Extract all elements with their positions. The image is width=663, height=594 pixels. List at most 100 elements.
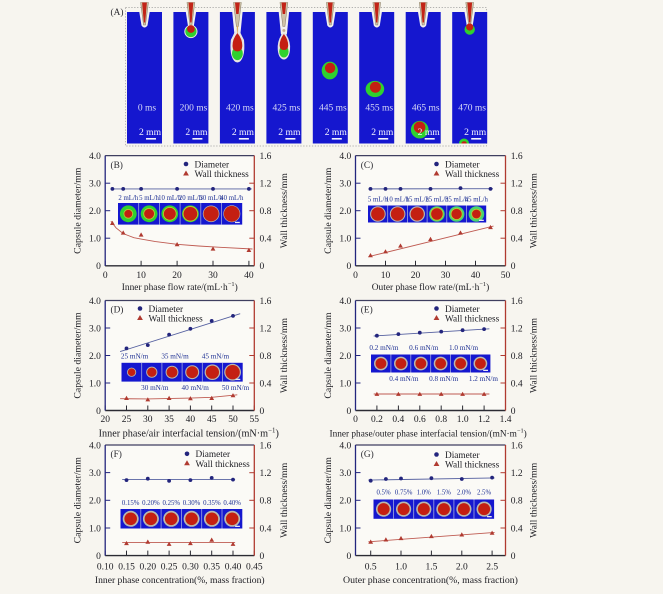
svg-text:0.8: 0.8 <box>260 207 272 217</box>
svg-text:Capsule diameter/mm: Capsule diameter/mm <box>72 312 83 399</box>
svg-text:Inner phase concentration(%, m: Inner phase concentration(%, mass fracti… <box>95 575 265 586</box>
svg-text:1.2: 1.2 <box>260 469 272 479</box>
svg-text:2.0: 2.0 <box>339 497 351 507</box>
svg-text:0.45: 0.45 <box>246 563 263 573</box>
svg-text:20: 20 <box>411 271 421 281</box>
svg-text:Wall thickness: Wall thickness <box>149 315 204 325</box>
svg-text:0.40: 0.40 <box>225 563 242 573</box>
svg-text:3.0: 3.0 <box>89 324 101 334</box>
svg-text:Wall thickness/mm: Wall thickness/mm <box>529 173 540 249</box>
svg-text:0.20: 0.20 <box>139 563 156 573</box>
svg-text:2 mm: 2 mm <box>371 127 394 138</box>
svg-text:10 mL/h: 10 mL/h <box>158 195 182 202</box>
svg-text:Wall thickness: Wall thickness <box>445 461 500 471</box>
svg-text:0.2: 0.2 <box>371 415 383 425</box>
svg-text:5 mL/h: 5 mL/h <box>139 195 159 202</box>
svg-text:1.6: 1.6 <box>511 297 523 307</box>
svg-text:0.4: 0.4 <box>260 235 272 245</box>
svg-text:30: 30 <box>441 271 451 281</box>
svg-text:25: 25 <box>122 415 132 425</box>
svg-text:2.5: 2.5 <box>486 563 498 573</box>
svg-text:Capsule diameter/mm: Capsule diameter/mm <box>323 312 334 399</box>
svg-text:20: 20 <box>172 271 182 281</box>
svg-text:(G): (G) <box>361 449 374 460</box>
svg-text:0.30%: 0.30% <box>183 500 201 507</box>
svg-text:445 ms: 445 ms <box>319 104 347 114</box>
svg-text:0.25: 0.25 <box>161 563 178 573</box>
svg-text:Outer phase flow rate/(mL·h−1): Outer phase flow rate/(mL·h−1) <box>372 281 489 293</box>
svg-text:1.6: 1.6 <box>511 152 523 162</box>
svg-text:3.0: 3.0 <box>89 179 101 189</box>
svg-text:2 mm: 2 mm <box>278 127 301 138</box>
svg-text:Wall thickness/mm: Wall thickness/mm <box>279 318 290 394</box>
svg-text:3.0: 3.0 <box>339 324 351 334</box>
svg-text:20 mL/h: 20 mL/h <box>179 195 203 202</box>
svg-text:420 ms: 420 ms <box>226 104 254 114</box>
svg-text:1.0: 1.0 <box>89 379 101 389</box>
svg-text:2.5%: 2.5% <box>477 490 491 497</box>
svg-text:40 mN/m: 40 mN/m <box>182 384 210 392</box>
svg-text:2.0: 2.0 <box>89 352 101 362</box>
svg-text:0.2 mN/m: 0.2 mN/m <box>369 344 399 352</box>
svg-text:0.8: 0.8 <box>435 415 447 425</box>
svg-text:(D): (D) <box>111 305 124 316</box>
svg-text:0.75%: 0.75% <box>395 490 413 497</box>
svg-text:2.0: 2.0 <box>89 207 101 217</box>
svg-text:4.0: 4.0 <box>89 152 101 162</box>
svg-text:Capsule diameter/mm: Capsule diameter/mm <box>323 167 334 254</box>
svg-text:3.0: 3.0 <box>89 469 101 479</box>
svg-text:0 ms: 0 ms <box>138 104 157 114</box>
svg-text:50: 50 <box>228 415 238 425</box>
svg-text:Diameter: Diameter <box>195 160 230 170</box>
svg-text:1.5%: 1.5% <box>437 490 451 497</box>
svg-text:(A): (A) <box>111 7 124 18</box>
svg-text:1.6: 1.6 <box>511 441 523 451</box>
svg-text:40: 40 <box>471 271 481 281</box>
svg-text:0: 0 <box>260 262 265 272</box>
svg-text:1.0: 1.0 <box>339 524 351 534</box>
svg-text:2 mm: 2 mm <box>232 127 255 138</box>
svg-text:2.0%: 2.0% <box>457 490 471 497</box>
svg-text:45 mN/m: 45 mN/m <box>202 352 230 360</box>
svg-text:1.4: 1.4 <box>500 415 512 425</box>
svg-text:25 mN/m: 25 mN/m <box>121 352 149 360</box>
svg-text:1.0%: 1.0% <box>417 490 431 497</box>
svg-text:35 mN/m: 35 mN/m <box>161 352 189 360</box>
svg-text:30: 30 <box>143 415 153 425</box>
svg-text:50 mN/m: 50 mN/m <box>222 384 250 392</box>
svg-text:35: 35 <box>164 415 174 425</box>
svg-text:1.6: 1.6 <box>260 152 272 162</box>
svg-text:0.25%: 0.25% <box>162 500 180 507</box>
svg-text:0: 0 <box>260 552 265 562</box>
svg-text:2 mL/h: 2 mL/h <box>118 195 138 202</box>
svg-text:2.0: 2.0 <box>456 563 468 573</box>
svg-text:15 mL/h: 15 mL/h <box>406 197 430 204</box>
svg-text:0.6 mN/m: 0.6 mN/m <box>409 344 439 352</box>
svg-text:Inner phase/air interfacial te: Inner phase/air interfacial tension/(mN·… <box>99 428 279 440</box>
svg-text:0.6: 0.6 <box>414 415 426 425</box>
svg-text:1.0: 1.0 <box>89 524 101 534</box>
svg-text:0.8: 0.8 <box>260 352 272 362</box>
svg-text:25 mL/h: 25 mL/h <box>425 197 449 204</box>
svg-text:1.6: 1.6 <box>260 441 272 451</box>
svg-text:1.2: 1.2 <box>260 179 272 189</box>
svg-text:0.8: 0.8 <box>511 352 523 362</box>
svg-text:0: 0 <box>353 415 358 425</box>
svg-text:1.0: 1.0 <box>339 379 351 389</box>
svg-text:4.0: 4.0 <box>339 152 351 162</box>
svg-text:2 mm: 2 mm <box>139 127 162 138</box>
svg-text:0.4: 0.4 <box>260 379 272 389</box>
svg-text:55: 55 <box>250 415 260 425</box>
svg-text:0: 0 <box>346 552 351 562</box>
svg-text:3.0: 3.0 <box>339 469 351 479</box>
svg-text:35 mL/h: 35 mL/h <box>445 197 469 204</box>
svg-text:5 mL/h: 5 mL/h <box>368 197 388 204</box>
svg-text:0.20%: 0.20% <box>142 500 160 507</box>
svg-text:0: 0 <box>96 407 101 417</box>
svg-text:2 mm: 2 mm <box>325 127 348 138</box>
svg-text:Outer phase concentration(%, m: Outer phase concentration(%, mass fracti… <box>343 575 518 586</box>
svg-text:0.10: 0.10 <box>97 563 114 573</box>
svg-text:4.0: 4.0 <box>89 441 101 451</box>
svg-text:20: 20 <box>100 415 110 425</box>
svg-text:2 mm: 2 mm <box>185 127 208 138</box>
